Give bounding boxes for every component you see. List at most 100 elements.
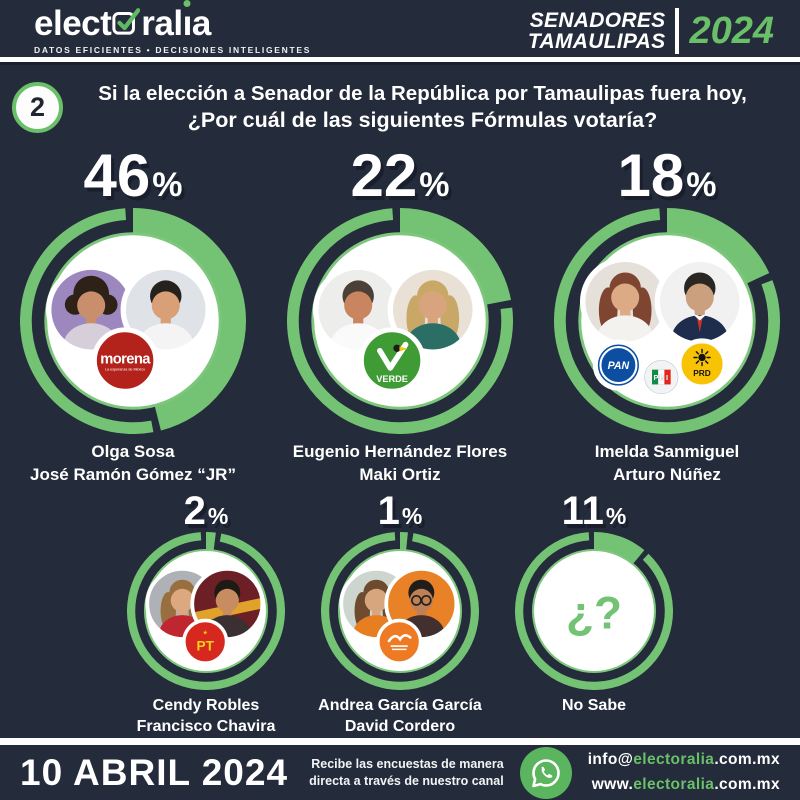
- percentage-label: 1%: [377, 488, 423, 533]
- web-suffix: .com.mx: [714, 775, 780, 793]
- result-card: 2% ★ PT Cendy Robles Francisco Chavira: [110, 491, 302, 738]
- brand-logo-text: elect ral ı a: [34, 6, 311, 41]
- candidate-name: Andrea García García: [318, 696, 482, 714]
- donut-value-arc: [287, 207, 513, 434]
- email-link[interactable]: info@electoralia.com.mx: [588, 748, 780, 772]
- answer-label: No Sabe: [561, 696, 626, 714]
- publication-date: 10 ABRIL 2024: [20, 752, 289, 793]
- header-divider-stripe: [0, 57, 800, 62]
- brand-tagline: DATOS EFICIENTES • DECISIONES INTELIGENT…: [34, 45, 312, 55]
- whatsapp-icon[interactable]: [519, 746, 572, 799]
- candidate-names: Cendy Robles Francisco Chavira: [137, 695, 276, 738]
- donut-value-arc: [20, 207, 246, 434]
- year-label: 2024: [689, 9, 774, 52]
- candidate-photo: [658, 259, 742, 344]
- candidate-photo: [49, 267, 133, 352]
- promo-line-1: Recibe las encuestas de manera: [311, 757, 504, 772]
- header: elect ral ı a DATOS EFICIENTES • DECISIONE…: [0, 0, 800, 57]
- candidate-names: Imelda Sanmiguel Arturo Núñez: [595, 441, 740, 487]
- promo-line-2: directa a través de nuestro canal: [309, 773, 504, 788]
- logo-green-dot-i: ı: [182, 4, 193, 43]
- result-card: 11% ¿? No Sabe: [498, 491, 690, 738]
- candidate-name: Olga Sosa: [91, 441, 175, 461]
- donut-value-arc: [554, 207, 780, 434]
- party-logo-PAN: PAN: [596, 342, 641, 388]
- promo-text: Recibe las encuestas de manera directa a…: [309, 756, 504, 789]
- donut-remainder-arc: [127, 531, 285, 690]
- svg-text:PAN: PAN: [608, 360, 630, 372]
- percentage-label: 2%: [183, 488, 229, 533]
- candidate-name: Francisco Chavira: [136, 718, 276, 736]
- no-sabe-icon: ¿?: [566, 587, 622, 638]
- result-card: 1% Andrea García García David Cordero: [304, 491, 496, 738]
- donut-remainder-arc: [287, 207, 513, 434]
- percentage-label: 18%: [617, 141, 717, 209]
- party-logo-MC: [378, 621, 420, 663]
- footer-divider-stripe: [0, 738, 800, 745]
- donut-chart: ★ PT: [127, 531, 285, 690]
- report-title: SENADORES TAMAULIPAS 2024: [528, 7, 774, 54]
- title-divider: [675, 7, 680, 54]
- result-card: 46% morena La esperanza de México Olga S…: [7, 145, 259, 487]
- svg-text:★: ★: [203, 629, 208, 636]
- report-title-lines: SENADORES TAMAULIPAS: [528, 10, 666, 52]
- candidate-name: Arturo Núñez: [613, 464, 721, 484]
- candidate-name: Maki Ortiz: [359, 464, 441, 484]
- candidate-name: José Ramón Gómez “JR”: [30, 464, 236, 484]
- party-logo-PRD: PRD: [679, 341, 725, 386]
- result-card: 18% PRI PAN PRD: [541, 141, 793, 487]
- party-logo-VERDE: VERDE: [362, 330, 422, 390]
- candidate-names: Eugenio Hernández Flores Maki Ortiz: [293, 441, 507, 487]
- candidate-photo: [583, 259, 667, 344]
- donut-chart: morena La esperanza de México: [20, 207, 246, 434]
- svg-text:PRI: PRI: [653, 373, 669, 382]
- candidate-photo: [391, 267, 475, 352]
- donut-value-arc: [321, 531, 479, 690]
- donut-inner-circle: [531, 548, 657, 673]
- website-link[interactable]: www.electoralia.com.mx: [588, 773, 780, 797]
- title-line-1: SENADORES: [529, 8, 666, 32]
- svg-text:La esperanza de México: La esperanza de México: [105, 367, 145, 371]
- percentage-label: 11%: [561, 488, 627, 533]
- question-text: Si la elección a Senador de la República…: [75, 81, 770, 136]
- web-brand: electoralia: [633, 775, 715, 793]
- question-number-badge: 2: [12, 82, 63, 134]
- party-logo-PT: ★ PT: [184, 621, 226, 663]
- donut-chart: [321, 531, 479, 690]
- svg-text:morena: morena: [100, 351, 151, 367]
- donut-value-arc: [515, 531, 673, 690]
- charts-row-small: 2% ★ PT Cendy Robles Francisco Chavira 1%: [110, 491, 690, 738]
- candidate-names: No Sabe: [562, 695, 626, 735]
- svg-text:PT: PT: [196, 638, 214, 653]
- svg-text:VERDE: VERDE: [376, 374, 408, 384]
- svg-text:PRD: PRD: [693, 368, 711, 378]
- email-pre: info@: [587, 751, 634, 769]
- donut-chart: ¿?: [515, 531, 673, 690]
- footer-bar: 10 ABRIL 2024 Recibe las encuestas de ma…: [0, 745, 800, 800]
- donut-chart: PRI PAN PRD: [554, 207, 780, 434]
- web-pre: www.: [591, 775, 634, 793]
- logo-part-elect: elect: [34, 4, 112, 43]
- checkbox-check-icon: [112, 6, 141, 41]
- footer: 10 ABRIL 2024 Recibe las encuestas de ma…: [0, 738, 800, 800]
- question-section: 2 Si la elección a Senador de la Repúbli…: [0, 62, 800, 144]
- candidate-photo: [124, 267, 208, 352]
- donut-remainder-arc: [321, 531, 479, 690]
- email-brand: electoralia: [633, 751, 715, 769]
- question-line-2: ¿Por cuál de las siguientes Fórmulas vot…: [187, 108, 658, 133]
- result-card: 22% VERDE Eugenio Hernández Flores Maki O…: [274, 141, 526, 487]
- title-line-2: TAMAULIPAS: [527, 29, 666, 53]
- logo-part-a: a: [191, 4, 211, 43]
- party-logo-morena: morena La esperanza de México: [95, 330, 155, 390]
- candidate-names: Olga Sosa José Ramón Gómez “JR”: [30, 441, 236, 487]
- candidate-name: Imelda Sanmiguel: [594, 441, 740, 461]
- logo-part-ral: ral: [141, 4, 183, 43]
- charts-row-large: 46% morena La esperanza de México Olga S…: [0, 141, 800, 487]
- candidate-name: Eugenio Hernández Flores: [292, 441, 508, 461]
- donut-chart: VERDE: [287, 207, 513, 434]
- candidate-name: Cendy Robles: [152, 696, 260, 714]
- donut-remainder-arc: [20, 207, 246, 434]
- percentage-label: 22%: [350, 141, 450, 209]
- question-line-1: Si la elección a Senador de la República…: [98, 81, 747, 105]
